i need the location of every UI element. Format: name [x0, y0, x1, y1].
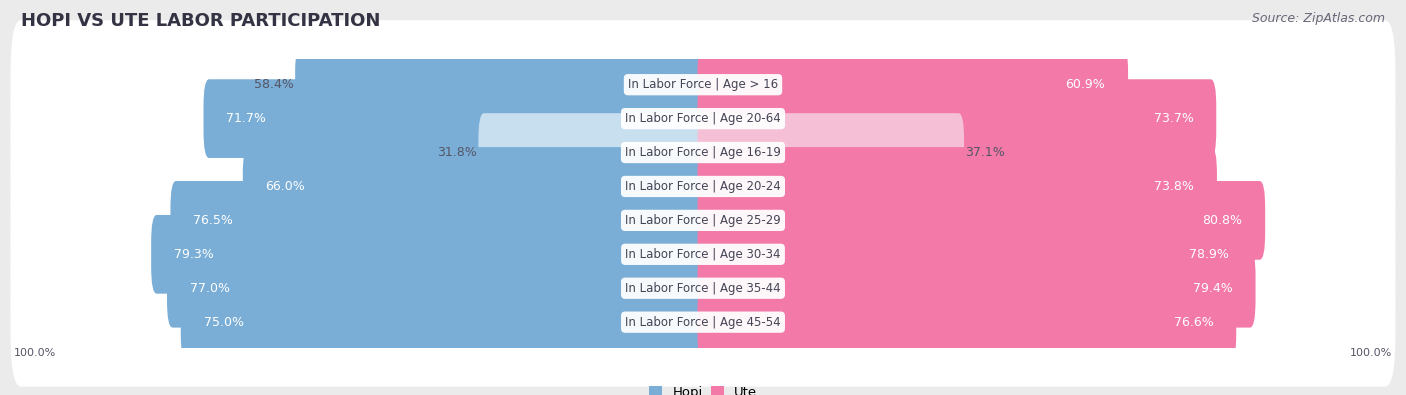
FancyBboxPatch shape [11, 54, 1395, 183]
FancyBboxPatch shape [697, 283, 1236, 361]
Text: 75.0%: 75.0% [204, 316, 243, 329]
Text: In Labor Force | Age > 16: In Labor Force | Age > 16 [628, 78, 778, 91]
Text: In Labor Force | Age 30-34: In Labor Force | Age 30-34 [626, 248, 780, 261]
Text: 100.0%: 100.0% [14, 348, 56, 357]
FancyBboxPatch shape [11, 20, 1395, 149]
FancyBboxPatch shape [11, 190, 1395, 319]
FancyBboxPatch shape [167, 249, 709, 327]
FancyBboxPatch shape [697, 215, 1253, 293]
FancyBboxPatch shape [170, 181, 709, 260]
Text: In Labor Force | Age 20-24: In Labor Force | Age 20-24 [626, 180, 780, 193]
Text: In Labor Force | Age 16-19: In Labor Force | Age 16-19 [626, 146, 780, 159]
Text: In Labor Force | Age 35-44: In Labor Force | Age 35-44 [626, 282, 780, 295]
Text: 79.3%: 79.3% [174, 248, 214, 261]
Text: 76.6%: 76.6% [1174, 316, 1213, 329]
FancyBboxPatch shape [295, 45, 709, 124]
FancyBboxPatch shape [697, 113, 965, 192]
Text: 73.7%: 73.7% [1154, 112, 1194, 125]
Text: 76.5%: 76.5% [193, 214, 233, 227]
Legend: Hopi, Ute: Hopi, Ute [644, 380, 762, 395]
Text: Source: ZipAtlas.com: Source: ZipAtlas.com [1251, 12, 1385, 25]
FancyBboxPatch shape [697, 249, 1256, 327]
Text: HOPI VS UTE LABOR PARTICIPATION: HOPI VS UTE LABOR PARTICIPATION [21, 12, 381, 30]
FancyBboxPatch shape [697, 181, 1265, 260]
FancyBboxPatch shape [11, 88, 1395, 217]
Text: 78.9%: 78.9% [1189, 248, 1229, 261]
Text: 79.4%: 79.4% [1194, 282, 1233, 295]
Text: 31.8%: 31.8% [437, 146, 477, 159]
Text: 73.8%: 73.8% [1154, 180, 1194, 193]
Text: In Labor Force | Age 25-29: In Labor Force | Age 25-29 [626, 214, 780, 227]
Text: 66.0%: 66.0% [266, 180, 305, 193]
Text: 80.8%: 80.8% [1202, 214, 1243, 227]
Text: In Labor Force | Age 20-64: In Labor Force | Age 20-64 [626, 112, 780, 125]
FancyBboxPatch shape [11, 156, 1395, 285]
Text: 37.1%: 37.1% [966, 146, 1005, 159]
FancyBboxPatch shape [697, 45, 1128, 124]
FancyBboxPatch shape [11, 122, 1395, 251]
FancyBboxPatch shape [697, 79, 1216, 158]
FancyBboxPatch shape [11, 224, 1395, 353]
Text: 77.0%: 77.0% [190, 282, 229, 295]
FancyBboxPatch shape [697, 147, 1218, 226]
FancyBboxPatch shape [11, 258, 1395, 387]
Text: In Labor Force | Age 45-54: In Labor Force | Age 45-54 [626, 316, 780, 329]
FancyBboxPatch shape [243, 147, 709, 226]
FancyBboxPatch shape [181, 283, 709, 361]
FancyBboxPatch shape [152, 215, 709, 293]
FancyBboxPatch shape [478, 113, 709, 192]
FancyBboxPatch shape [204, 79, 709, 158]
Text: 100.0%: 100.0% [1350, 348, 1392, 357]
Text: 71.7%: 71.7% [226, 112, 266, 125]
Text: 58.4%: 58.4% [254, 78, 294, 91]
Text: 60.9%: 60.9% [1066, 78, 1105, 91]
